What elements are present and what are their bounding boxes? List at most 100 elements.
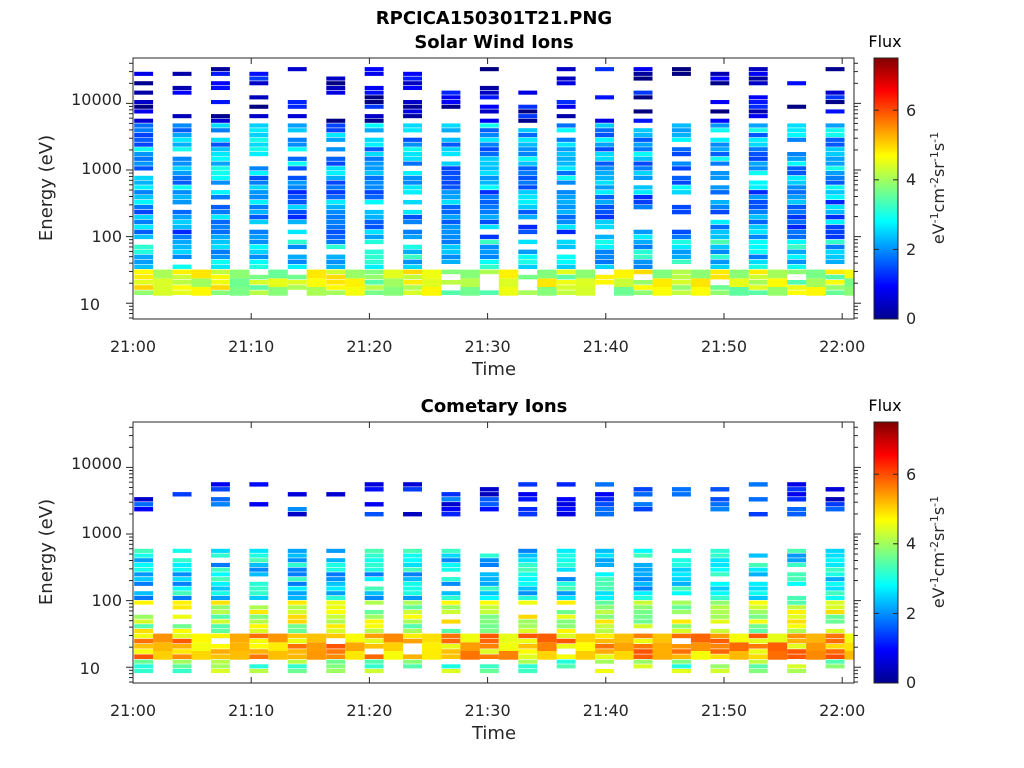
heatmap-cell	[249, 285, 269, 290]
heatmap-cell	[595, 200, 614, 205]
heatmap-cell	[825, 109, 845, 114]
heatmap-cell	[326, 649, 346, 654]
heatmap-cell	[172, 200, 192, 205]
heatmap-cell	[249, 624, 269, 629]
heatmap-cell	[748, 219, 768, 225]
heatmap-cell	[767, 287, 788, 296]
heatmap-cell	[287, 638, 307, 644]
heatmap-cell	[556, 659, 576, 664]
heatmap-cell	[479, 624, 499, 629]
heatmap-cell	[403, 264, 422, 269]
colorbar-title: Flux	[868, 396, 901, 415]
heatmap-cell	[595, 586, 614, 591]
heatmap-cell	[672, 209, 691, 215]
heatmap-cell	[229, 633, 250, 643]
heatmap-cell	[479, 234, 499, 240]
heatmap-cell	[537, 651, 557, 660]
heatmap-cell	[249, 259, 269, 264]
heatmap-cell	[287, 195, 307, 200]
heatmap-cell	[787, 285, 807, 290]
heatmap-cell	[825, 142, 845, 147]
heatmap-cell	[633, 492, 653, 497]
x-axis-label: Time	[471, 359, 516, 380]
heatmap-cell	[134, 190, 154, 195]
heatmap-cell	[364, 600, 384, 605]
heatmap-cell	[134, 90, 154, 95]
heatmap-cell	[364, 512, 384, 517]
heatmap-cell	[575, 633, 596, 643]
heatmap-cell	[211, 244, 230, 250]
heatmap-cell	[287, 180, 307, 185]
heatmap-cell	[787, 654, 807, 659]
heatmap-cell	[633, 572, 653, 577]
heatmap-cell	[729, 287, 749, 296]
heatmap-cell	[287, 280, 307, 285]
heatmap-cell	[556, 254, 576, 259]
heatmap-cell	[518, 109, 538, 114]
heatmap-cell	[364, 558, 384, 563]
heatmap-cell	[479, 118, 499, 123]
heatmap-cell	[825, 502, 845, 507]
heatmap-cell	[403, 577, 422, 582]
heatmap-cell	[710, 669, 730, 674]
heatmap-cell	[211, 624, 230, 629]
heatmap-cell	[556, 512, 576, 517]
heatmap-cell	[825, 234, 845, 240]
heatmap-cell	[211, 254, 230, 259]
heatmap-cell	[134, 628, 154, 633]
heatmap-cell	[518, 118, 538, 123]
heatmap-cell	[403, 581, 422, 586]
heatmap-cell	[556, 638, 576, 644]
heatmap-cell	[441, 638, 461, 644]
heatmap-cell	[441, 502, 461, 507]
heatmap-cell	[479, 95, 499, 100]
heatmap-cell	[518, 128, 538, 133]
heatmap-cell	[287, 161, 307, 166]
heatmap-cell	[172, 224, 192, 230]
heatmap-cell	[172, 147, 192, 152]
heatmap-cell	[748, 204, 768, 210]
colorbar-title: Flux	[868, 32, 901, 51]
heatmap-cell	[575, 278, 596, 287]
heatmap-cell	[825, 649, 845, 654]
heatmap-cell	[672, 137, 691, 142]
heatmap-cell	[441, 577, 461, 582]
heatmap-cell	[172, 190, 192, 195]
heatmap-cell	[403, 567, 422, 572]
heatmap-cell	[287, 492, 307, 497]
heatmap-cell	[134, 259, 154, 264]
heatmap-cell	[710, 269, 730, 275]
heatmap-cell	[134, 600, 154, 605]
heatmap-cell	[710, 595, 730, 600]
heatmap-cell	[403, 109, 422, 114]
heatmap-cell	[249, 264, 269, 269]
heatmap-cell	[211, 85, 230, 90]
heatmap-cell	[172, 548, 192, 553]
heatmap-cell	[441, 161, 461, 166]
heatmap-cell	[326, 264, 346, 269]
heatmap-cell	[672, 249, 691, 254]
heatmap-cell	[498, 651, 519, 660]
heatmap-cell	[134, 180, 154, 185]
heatmap-cell	[364, 209, 384, 215]
colorbar-unit-label: eV-1cm-2sr-1s-1	[928, 496, 948, 608]
heatmap-cell	[172, 180, 192, 185]
heatmap-cell	[249, 123, 269, 128]
heatmap-cell	[479, 558, 499, 563]
heatmap-cell	[595, 133, 614, 138]
heatmap-cell	[422, 651, 442, 660]
heatmap-cell	[787, 190, 807, 195]
heatmap-cell	[633, 638, 653, 644]
heatmap-cell	[326, 259, 346, 264]
heatmap-cell	[326, 90, 346, 95]
heatmap-cell	[633, 142, 653, 147]
heatmap-cell	[134, 591, 154, 596]
heatmap-cell	[403, 156, 422, 161]
x-tick-label-21-00: 21:00	[110, 701, 156, 720]
heatmap-cell	[633, 254, 653, 259]
heatmap-cell	[134, 161, 154, 166]
heatmap-cell	[172, 644, 192, 649]
heatmap-cell	[403, 185, 422, 190]
heatmap-cell	[364, 128, 384, 133]
heatmap-cell	[249, 553, 269, 558]
